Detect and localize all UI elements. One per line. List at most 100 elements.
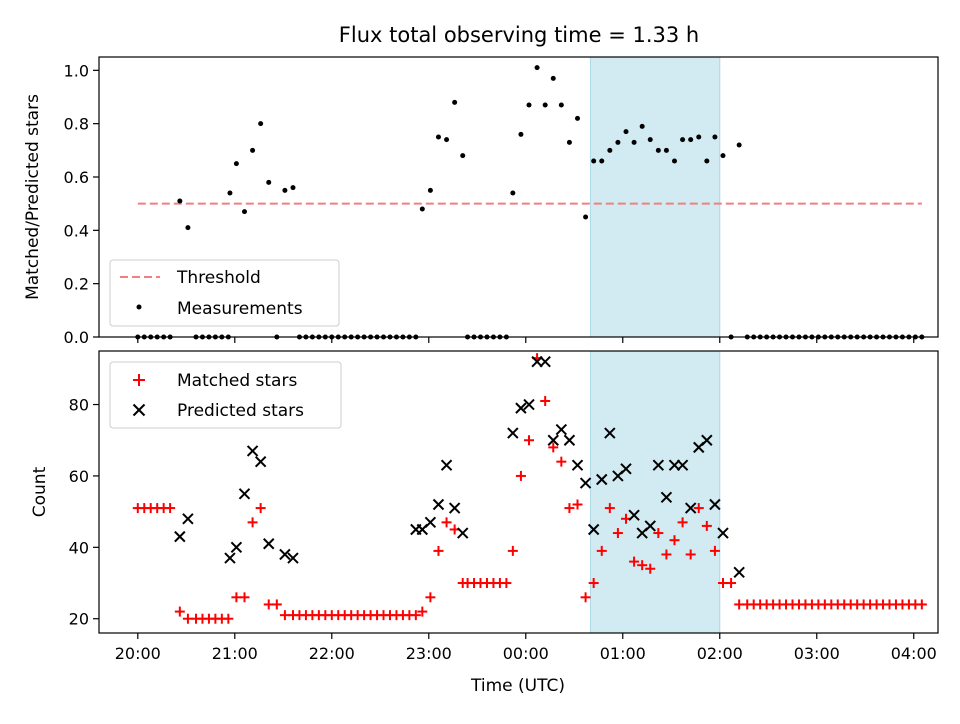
y-tick-label: 0.6 <box>64 168 89 187</box>
predicted-point-b <box>563 434 576 446</box>
x-tick-label: 00:00 <box>503 644 549 663</box>
matched-point <box>612 528 623 539</box>
predicted-point <box>246 445 259 457</box>
predicted-point <box>684 502 697 514</box>
y-tick-label: 20 <box>69 610 89 629</box>
matched-point <box>174 606 185 617</box>
matched-point <box>255 503 266 514</box>
y-tick-label: 40 <box>69 538 89 557</box>
x-tick-label: 22:00 <box>309 644 355 663</box>
matched-point <box>501 578 512 589</box>
predicted-point-b <box>587 523 600 536</box>
predicted-point-b <box>246 445 259 457</box>
matched-point <box>564 503 575 514</box>
predicted-point <box>457 527 469 539</box>
predicted-point-b <box>644 520 656 532</box>
measurement-point <box>712 134 718 140</box>
predicted-point <box>279 548 291 561</box>
measurement-point <box>258 121 264 127</box>
measurement-point <box>427 187 433 193</box>
predicted-point-b <box>579 477 592 489</box>
matched-point <box>604 503 615 514</box>
matched-point <box>645 563 656 574</box>
measurement-point <box>558 102 564 108</box>
matched-point <box>556 456 567 467</box>
x-tick-label: 03:00 <box>794 644 840 663</box>
predicted-point <box>733 566 745 579</box>
top-y-axis-label: Matched/Predicted stars <box>23 94 43 300</box>
predicted-point <box>652 459 665 471</box>
measurements-points <box>135 65 925 340</box>
predicted-point-b <box>733 566 745 579</box>
measurement-point <box>631 139 637 145</box>
matched-point <box>677 517 688 528</box>
measurement-point <box>623 129 629 135</box>
predicted-point <box>676 459 689 471</box>
predicted-point <box>254 455 267 468</box>
predicted-point <box>448 502 461 514</box>
predicted-point <box>571 459 584 471</box>
measurement-point <box>266 179 272 185</box>
predicted-point <box>174 530 186 543</box>
matched-point <box>685 549 696 560</box>
bottom-y-axis-label: Count <box>30 466 50 517</box>
bottom-legend-box <box>109 361 342 429</box>
predicted-point <box>660 491 673 504</box>
matched-point <box>433 545 444 556</box>
matched-point <box>441 517 452 528</box>
predicted-point <box>701 434 713 446</box>
x-tick-label: 04:00 <box>891 644 937 663</box>
y-tick-label: 60 <box>69 467 89 486</box>
predicted-point-b <box>652 459 665 471</box>
predicted-point <box>238 488 251 500</box>
predicted-point <box>717 527 729 539</box>
predicted-point-b <box>676 459 689 471</box>
matched-point <box>669 535 680 546</box>
bottom-axes-frame <box>98 350 939 634</box>
predicted-point-b <box>709 498 721 511</box>
measurement-point <box>671 158 677 164</box>
y-tick-label: 0.2 <box>64 275 89 294</box>
measurement-point <box>241 209 247 215</box>
measurement-point <box>688 137 694 143</box>
predicted-point <box>668 459 681 471</box>
predicted-point-b <box>424 516 437 529</box>
predicted-point-b <box>684 502 697 514</box>
matched-point <box>629 556 640 567</box>
chart-title: Flux total observing time = 1.33 h <box>339 23 699 47</box>
predicted-point <box>424 516 437 529</box>
x-tick-label: 20:00 <box>115 644 161 663</box>
matched-point <box>709 545 720 556</box>
measurement-point <box>510 190 516 196</box>
matched-point <box>507 545 518 556</box>
matched-point <box>540 395 551 406</box>
measurement-point <box>575 115 581 121</box>
measurement-point <box>250 147 256 153</box>
matched-point <box>637 560 648 571</box>
predicted-stars-series <box>174 356 745 579</box>
top-axes-frame <box>98 56 939 338</box>
predicted-point-b <box>279 548 291 561</box>
measurement-point <box>647 137 653 143</box>
predicted-point-b <box>596 473 608 486</box>
measurement-point <box>663 147 669 153</box>
measurement-point <box>233 161 239 167</box>
predicted-point <box>579 477 592 489</box>
measurement-point <box>704 158 710 164</box>
predicted-point <box>555 423 568 436</box>
matched-point <box>701 520 712 531</box>
measurement-point <box>444 137 450 143</box>
measurement-point <box>639 123 645 129</box>
predicted-point-b <box>448 502 461 514</box>
measurement-point <box>452 99 458 105</box>
measurement-point <box>435 134 441 140</box>
matched-point <box>165 503 176 514</box>
measurement-point <box>736 142 742 148</box>
measurement-point <box>583 214 589 220</box>
y-axis-ticks-bottom: 20 40 60 80 <box>69 396 99 629</box>
predicted-point-b <box>620 463 632 475</box>
x-axis-label: Time (UTC) <box>470 676 565 696</box>
y-tick-label: 1.0 <box>64 61 89 80</box>
matched-point <box>239 592 250 603</box>
